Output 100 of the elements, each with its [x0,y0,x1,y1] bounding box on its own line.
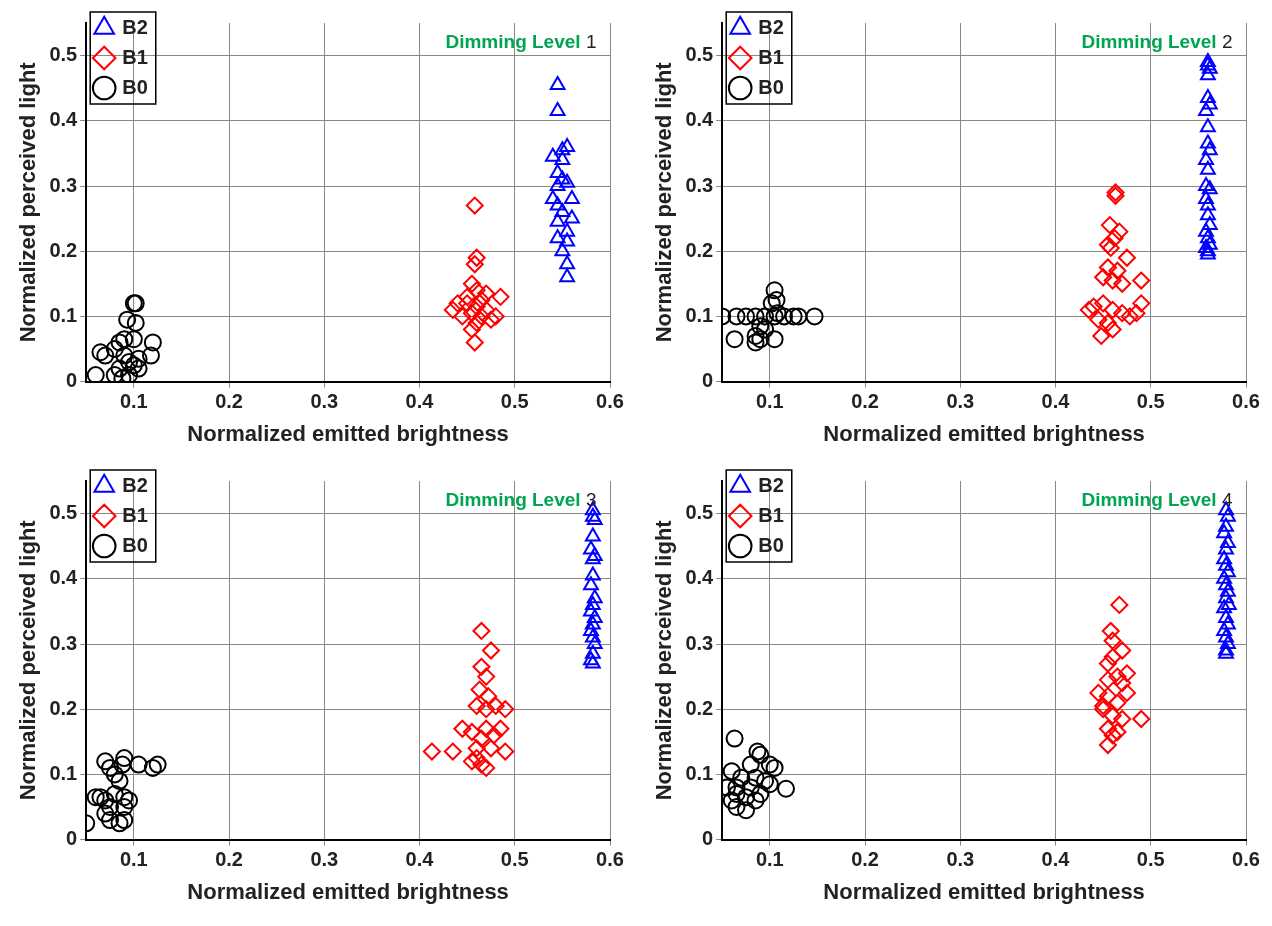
point [554,242,571,257]
point [549,229,566,244]
point [467,281,486,300]
point [1089,310,1108,329]
point [746,307,765,326]
y-tick-label: 0.4 [685,566,715,589]
point [1219,507,1236,522]
point [124,330,143,349]
point [760,755,779,774]
point [467,739,486,758]
x-tick-label: 0.2 [215,848,243,871]
point [751,330,770,349]
legend-label: B1 [758,503,784,526]
point [1216,599,1233,614]
point [1199,206,1216,221]
point [760,775,779,794]
point [765,330,784,349]
point [1198,150,1214,165]
y-tick-label: 0.2 [49,696,78,719]
x-tick-label: 0.6 [1232,390,1260,413]
x-tick-label: 0.3 [946,390,975,413]
point [767,291,786,310]
x-tick-label: 0.1 [755,848,784,871]
y-axis-title: Normalized perceived light [651,519,677,801]
point [1201,95,1218,110]
point [115,346,134,365]
point [1199,66,1216,81]
point [737,801,756,820]
legend-label: B0 [758,75,784,98]
point [1103,706,1122,725]
point [462,274,481,293]
point [746,768,765,787]
point [1105,229,1124,248]
point [722,762,741,781]
point [472,729,491,748]
y-tick-label: 0 [702,827,714,850]
point [1218,628,1234,643]
point [484,726,503,745]
x-axis-title: Normalized emitted brightness [187,878,509,904]
point [1218,608,1234,623]
y-tick-label: 0.4 [685,108,715,131]
x-tick-label: 0.3 [946,848,975,871]
point [725,729,744,748]
point [1199,196,1216,211]
point [559,232,576,247]
point [472,307,491,326]
point [458,287,477,306]
point [784,307,803,326]
y-tick-label: 0.1 [49,761,78,784]
point [1103,320,1122,339]
point [789,307,808,326]
legend-label: B1 [122,503,148,526]
point [584,595,601,610]
point [143,758,162,777]
point [1094,268,1113,287]
point [124,356,143,375]
point [1198,222,1214,237]
legend-label: B0 [758,533,784,556]
point [453,307,472,326]
point [1113,641,1132,660]
point [584,550,601,565]
point [1127,304,1146,323]
point [727,778,746,797]
legend-label: B0 [122,533,148,556]
point [584,566,601,581]
point [751,317,770,336]
point [1108,667,1127,686]
point [1110,595,1129,614]
point [105,765,124,784]
point [486,307,505,326]
point [129,359,148,378]
y-tick-label: 0.5 [49,501,78,524]
y-tick-label: 0.5 [685,501,714,524]
x-tick-label: 0.2 [215,390,243,413]
point [1216,550,1233,565]
point [86,366,105,382]
point [1219,615,1236,630]
point [1098,313,1117,332]
point [549,75,566,90]
point [762,294,781,313]
point [481,739,500,758]
point [496,700,515,719]
y-tick-label: 0.3 [685,631,714,654]
chart-title: Dimming Level 1 [445,31,597,53]
point [115,330,134,349]
point [1103,300,1122,319]
point [1079,300,1098,319]
point [1101,621,1120,640]
point [96,791,115,810]
point [1199,88,1216,103]
point [756,771,775,790]
point [1113,709,1132,728]
point [105,366,124,382]
point [554,141,571,156]
point [1216,621,1233,636]
point [118,310,137,329]
point [443,300,462,319]
x-tick-label: 0.3 [310,390,339,413]
point [746,326,765,345]
point [559,255,576,270]
